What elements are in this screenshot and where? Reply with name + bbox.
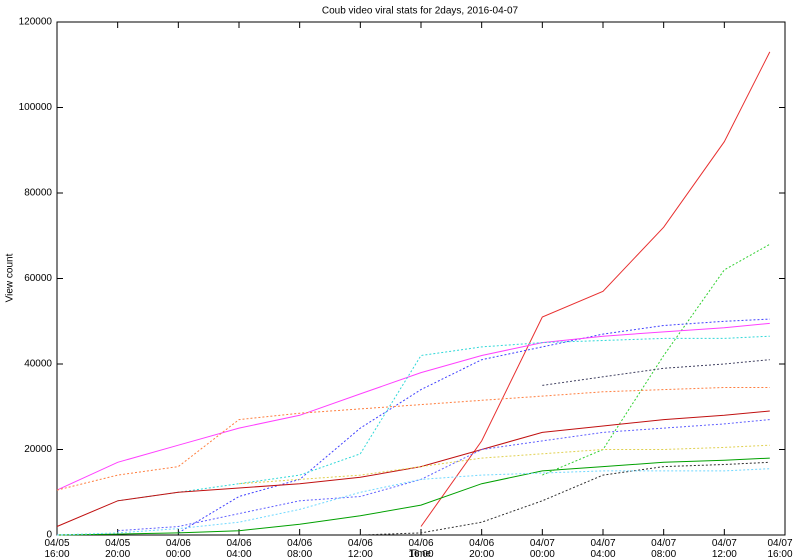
y-tick-label: 60000: [24, 273, 52, 284]
y-axis-label: View count: [5, 253, 16, 302]
y-tick-label: 100000: [19, 102, 53, 113]
series-line: [542, 243, 771, 476]
x-tick-label: 04/06 20:00: [469, 538, 495, 560]
x-tick-label: 04/05 16:00: [44, 538, 70, 560]
series-line: [420, 51, 771, 527]
plot-frame: [56, 21, 786, 536]
x-tick-label: 04/07 04:00: [590, 538, 616, 560]
chart-title: Coub video viral stats for 2days, 2016-0…: [322, 6, 519, 17]
y-tick-label: 120000: [19, 17, 53, 28]
x-tick-label: 04/06 00:00: [165, 538, 191, 560]
x-tick-label: 04/07 08:00: [651, 538, 677, 560]
series-line: [542, 359, 770, 386]
y-tick-label: 80000: [24, 188, 52, 199]
x-tick-label: 04/05 20:00: [105, 538, 131, 560]
series-line: [178, 318, 770, 534]
x-tick-label: 04/07 00:00: [529, 538, 555, 560]
x-tick-label: 04/07 12:00: [711, 538, 737, 560]
y-tick-label: 0: [46, 530, 52, 541]
x-tick-label: 04/06 04:00: [226, 538, 252, 560]
x-tick-label: 04/06 08:00: [287, 538, 313, 560]
series-line: [117, 335, 770, 502]
series-line: [56, 457, 770, 536]
series-line: [56, 322, 770, 491]
x-tick-label: 04/07 16:00: [767, 538, 793, 560]
series-line: [238, 444, 770, 485]
x-tick-label: 04/06 16:00: [408, 538, 434, 560]
series-line: [56, 410, 770, 527]
x-axis-label: Time: [409, 549, 431, 560]
series-line: [360, 461, 770, 536]
y-tick-label: 20000: [24, 444, 52, 455]
series-line: [56, 468, 770, 536]
x-tick-label: 04/06 12:00: [347, 538, 373, 560]
y-tick-label: 40000: [24, 359, 52, 370]
series-line: [56, 387, 770, 491]
series-line: [117, 419, 770, 532]
